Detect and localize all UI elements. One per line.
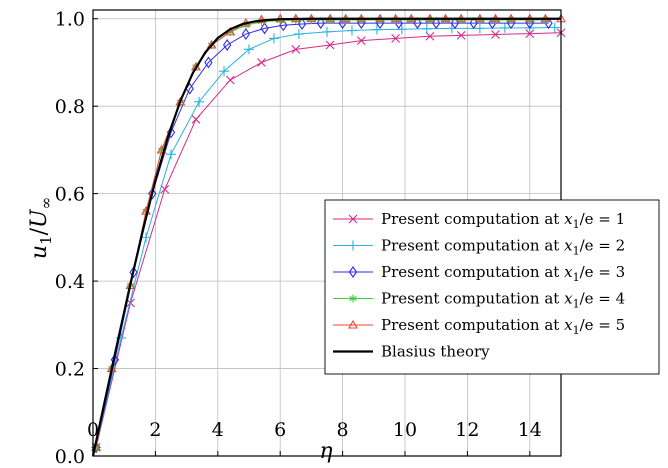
data-point bbox=[325, 40, 335, 50]
data-point bbox=[346, 25, 357, 36]
y-axis-label-u-sub: 1 bbox=[37, 235, 55, 245]
y-axis-label-slash: / bbox=[27, 227, 52, 235]
series-line bbox=[91, 17, 561, 457]
y-axis-label-u: u bbox=[27, 245, 52, 259]
y-axis-label-U: U bbox=[27, 208, 52, 228]
data-point bbox=[260, 22, 269, 35]
legend-item-3: Present computation at x1/e = 3 bbox=[333, 263, 625, 284]
x-tick-label: 8 bbox=[337, 419, 349, 441]
data-point bbox=[204, 56, 213, 69]
y-tick-label: 0.0 bbox=[55, 446, 85, 468]
data-point bbox=[391, 34, 401, 43]
data-point bbox=[244, 44, 254, 55]
y-tick-label: 0.8 bbox=[55, 96, 85, 118]
data-point bbox=[166, 149, 176, 160]
legend-label: Present computation at x1/e = 3 bbox=[381, 263, 625, 284]
data-point bbox=[356, 36, 366, 45]
data-point bbox=[316, 17, 325, 30]
data-point bbox=[348, 319, 358, 329]
y-tick-label: 0.4 bbox=[55, 271, 85, 293]
legend-item-4: Present computation at x1/e = 4 bbox=[333, 290, 625, 311]
data-point bbox=[348, 266, 358, 278]
data-point bbox=[225, 75, 235, 85]
data-point bbox=[474, 23, 485, 34]
data-point bbox=[175, 96, 186, 106]
data-point bbox=[525, 29, 535, 39]
data-point bbox=[348, 240, 358, 251]
data-point bbox=[241, 28, 251, 41]
y-tick-label: 0.2 bbox=[55, 359, 85, 381]
y-axis-label: u1/U∞ bbox=[27, 197, 55, 259]
legend-item-2: Present computation at x1/e = 2 bbox=[333, 237, 625, 258]
data-point bbox=[499, 22, 510, 33]
y-tick-label: 0.6 bbox=[55, 184, 85, 206]
x-tick-label: 4 bbox=[212, 419, 224, 441]
data-point bbox=[141, 232, 152, 243]
data-point bbox=[291, 44, 301, 54]
legend-item-6: Blasius theory bbox=[333, 343, 490, 361]
data-point bbox=[191, 114, 201, 124]
series-line bbox=[95, 22, 549, 448]
data-point bbox=[549, 22, 560, 33]
data-point bbox=[129, 266, 138, 279]
series-3 bbox=[91, 17, 553, 454]
x-axis-label: η bbox=[319, 439, 332, 464]
x-tick-label: 14 bbox=[518, 419, 542, 441]
x-tick-label: 12 bbox=[455, 419, 479, 441]
legend-label: Blasius theory bbox=[381, 343, 490, 361]
ticks: 0 2 4 6 8 10 12 14 0.0 0.2 0.4 0.6 0.8 1.0 bbox=[55, 9, 542, 468]
data-point bbox=[491, 30, 500, 39]
series-1 bbox=[91, 28, 566, 452]
data-point bbox=[160, 184, 170, 194]
legend-item-1: Present computation at x1/e = 1 bbox=[333, 210, 625, 231]
data-point bbox=[148, 187, 157, 200]
series-group bbox=[91, 13, 566, 457]
data-point bbox=[256, 14, 267, 24]
data-point bbox=[279, 19, 288, 32]
data-point bbox=[219, 66, 230, 77]
legend-label: Present computation at x1/e = 5 bbox=[381, 316, 625, 337]
data-point bbox=[293, 29, 304, 40]
data-point bbox=[349, 294, 357, 303]
y-axis-label-U-sub: ∞ bbox=[37, 197, 55, 210]
x-tick-label: 0 bbox=[87, 419, 99, 441]
data-point bbox=[396, 24, 407, 35]
legend-box bbox=[324, 199, 660, 375]
data-point bbox=[348, 214, 358, 224]
legend-label: Present computation at x1/e = 4 bbox=[381, 290, 625, 311]
legend: Present computation at x1/e = 1 Present c… bbox=[324, 199, 660, 375]
legend-label: Present computation at x1/e = 1 bbox=[381, 210, 625, 231]
x-tick-label: 6 bbox=[274, 419, 286, 441]
data-point bbox=[297, 18, 307, 30]
data-point bbox=[322, 26, 332, 37]
data-point bbox=[456, 30, 466, 40]
legend-item-5: Present computation at x1/e = 5 bbox=[333, 316, 625, 337]
y-tick-label: 1.0 bbox=[55, 9, 85, 31]
data-point bbox=[222, 39, 232, 51]
data-point bbox=[194, 96, 205, 107]
data-point bbox=[268, 33, 279, 44]
legend-label: Present computation at x1/e = 2 bbox=[381, 237, 625, 258]
data-point bbox=[257, 58, 266, 67]
x-tick-label: 10 bbox=[393, 419, 417, 441]
series-6 bbox=[91, 17, 561, 457]
data-point bbox=[421, 23, 432, 34]
data-point bbox=[371, 24, 382, 35]
x-tick-label: 2 bbox=[149, 419, 161, 441]
data-point bbox=[110, 353, 120, 366]
